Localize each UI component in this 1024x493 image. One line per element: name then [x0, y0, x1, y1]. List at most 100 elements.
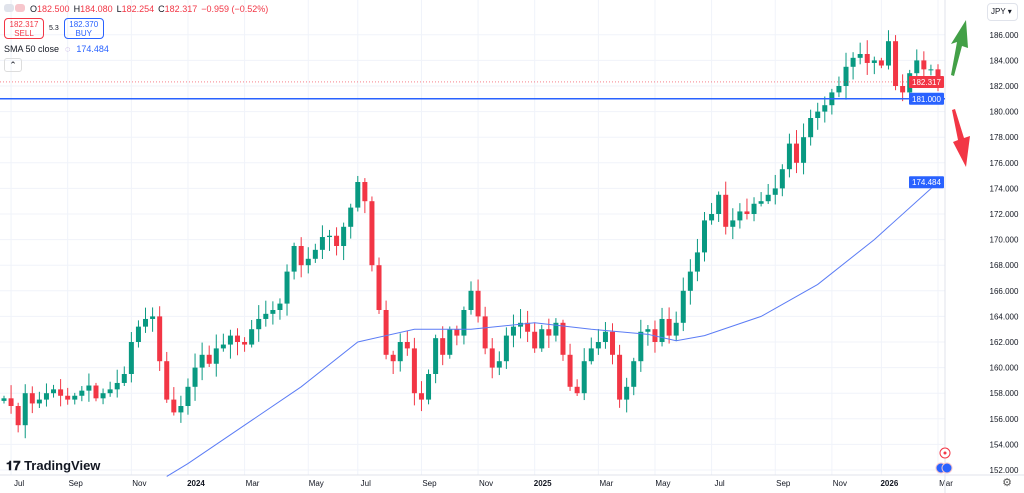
- candle-body: [440, 338, 446, 355]
- candle-body: [772, 188, 778, 195]
- candle-body: [468, 290, 474, 310]
- candle-body: [220, 344, 226, 349]
- candle-body: [192, 367, 198, 387]
- loading-icon: ◌: [65, 44, 71, 54]
- candle-body: [914, 60, 920, 74]
- candle-body: [801, 137, 807, 163]
- candle-body: [29, 393, 35, 404]
- hline-price-label: 181.000: [912, 95, 941, 104]
- legend-toggle[interactable]: [4, 4, 26, 14]
- candle-body: [277, 303, 283, 310]
- candle-body: [638, 331, 644, 362]
- candle-body: [319, 237, 325, 250]
- y-tick-label: 184.000: [990, 56, 1019, 65]
- x-tick-label: Nov: [833, 479, 847, 488]
- sma-price-label-bg: [909, 176, 944, 189]
- candle-body: [546, 329, 552, 336]
- candle-body: [376, 265, 382, 310]
- y-tick-label: 178.000: [990, 133, 1019, 142]
- candle-body: [143, 318, 149, 327]
- candle-body: [171, 399, 177, 413]
- candle-body: [921, 60, 927, 70]
- candle-body: [744, 211, 750, 214]
- y-tick-label: 182.000: [990, 82, 1019, 91]
- candle-body: [433, 338, 439, 374]
- chart-legend: O182.500 H184.080 L182.254 C182.317 −0.9…: [4, 4, 268, 72]
- last-price-label: 182.317: [912, 78, 941, 87]
- y-tick-label: 176.000: [990, 159, 1019, 168]
- candle-body: [737, 211, 743, 221]
- candle-body: [610, 331, 616, 355]
- candle-body: [836, 86, 842, 93]
- candle-body: [489, 348, 495, 368]
- collapse-legend-button[interactable]: ⌃: [4, 58, 22, 72]
- candle-body: [935, 69, 941, 82]
- candle-body: [808, 118, 814, 138]
- green-up-arrow: [951, 20, 968, 76]
- candle-body: [595, 342, 601, 349]
- candle-body: [121, 374, 127, 383]
- candle-body: [178, 406, 184, 413]
- candle-body: [79, 390, 85, 396]
- candle-body: [723, 194, 729, 227]
- candle-body: [666, 318, 672, 336]
- candle-body: [793, 143, 799, 163]
- y-tick-label: 186.000: [990, 31, 1019, 40]
- x-tick-label: Mar: [939, 479, 953, 488]
- candle-body: [36, 399, 42, 404]
- candle-body: [213, 348, 219, 364]
- candle-body: [418, 393, 424, 400]
- last-price-label-bg: [909, 75, 944, 88]
- candle-body: [871, 60, 877, 63]
- candle-body: [475, 290, 481, 317]
- candle-body: [581, 361, 587, 394]
- candle-body: [687, 271, 693, 291]
- candle-body: [765, 194, 771, 202]
- candle-body: [72, 395, 78, 400]
- candle-body: [645, 329, 651, 332]
- candle-body: [822, 105, 828, 112]
- candle-body: [426, 374, 432, 400]
- candle-body: [235, 335, 240, 342]
- candle-body: [900, 86, 906, 93]
- candle-body: [305, 258, 311, 266]
- candle-body: [893, 41, 899, 86]
- low-value: L182.254: [116, 4, 155, 14]
- y-tick-label: 152.000: [990, 466, 1019, 475]
- candle-body: [348, 207, 354, 227]
- candle-body: [157, 316, 163, 362]
- y-tick-label: 166.000: [990, 287, 1019, 296]
- red-down-arrow: [952, 109, 970, 167]
- candle-body: [885, 41, 891, 66]
- candle-body: [567, 354, 573, 387]
- candle-body: [22, 393, 28, 426]
- indicator-name[interactable]: SMA 50 close: [4, 44, 60, 54]
- candle-body: [397, 342, 403, 362]
- candle-body: [242, 342, 248, 345]
- candle-body: [164, 361, 170, 400]
- x-tick-label: May: [309, 479, 324, 488]
- currency-select[interactable]: JPY ▾: [987, 3, 1018, 21]
- candle-body: [355, 182, 361, 208]
- candle-body: [864, 54, 870, 63]
- x-tick-label: Jul: [714, 479, 724, 488]
- settings-icon[interactable]: ⚙: [1002, 477, 1012, 489]
- candle-body: [482, 316, 488, 349]
- candle-body: [362, 182, 368, 202]
- x-tick-label: Sep: [776, 479, 791, 488]
- candle-body: [673, 322, 679, 336]
- x-tick-label: Mar: [599, 479, 613, 488]
- tradingview-logo[interactable]: 𝟏𝟕 TradingView: [6, 458, 101, 473]
- sell-button[interactable]: 182.317 SELL: [4, 18, 44, 39]
- buy-button[interactable]: 182.370 BUY: [63, 18, 104, 39]
- candle-body: [404, 342, 410, 349]
- candle-body: [107, 389, 113, 394]
- candle-body: [284, 271, 290, 304]
- y-tick-label: 156.000: [990, 415, 1019, 424]
- candle-body: [461, 310, 467, 336]
- candle-body: [588, 348, 594, 362]
- candle-body: [730, 220, 736, 227]
- candle-body: [8, 398, 14, 406]
- x-tick-label: Mar: [246, 479, 260, 488]
